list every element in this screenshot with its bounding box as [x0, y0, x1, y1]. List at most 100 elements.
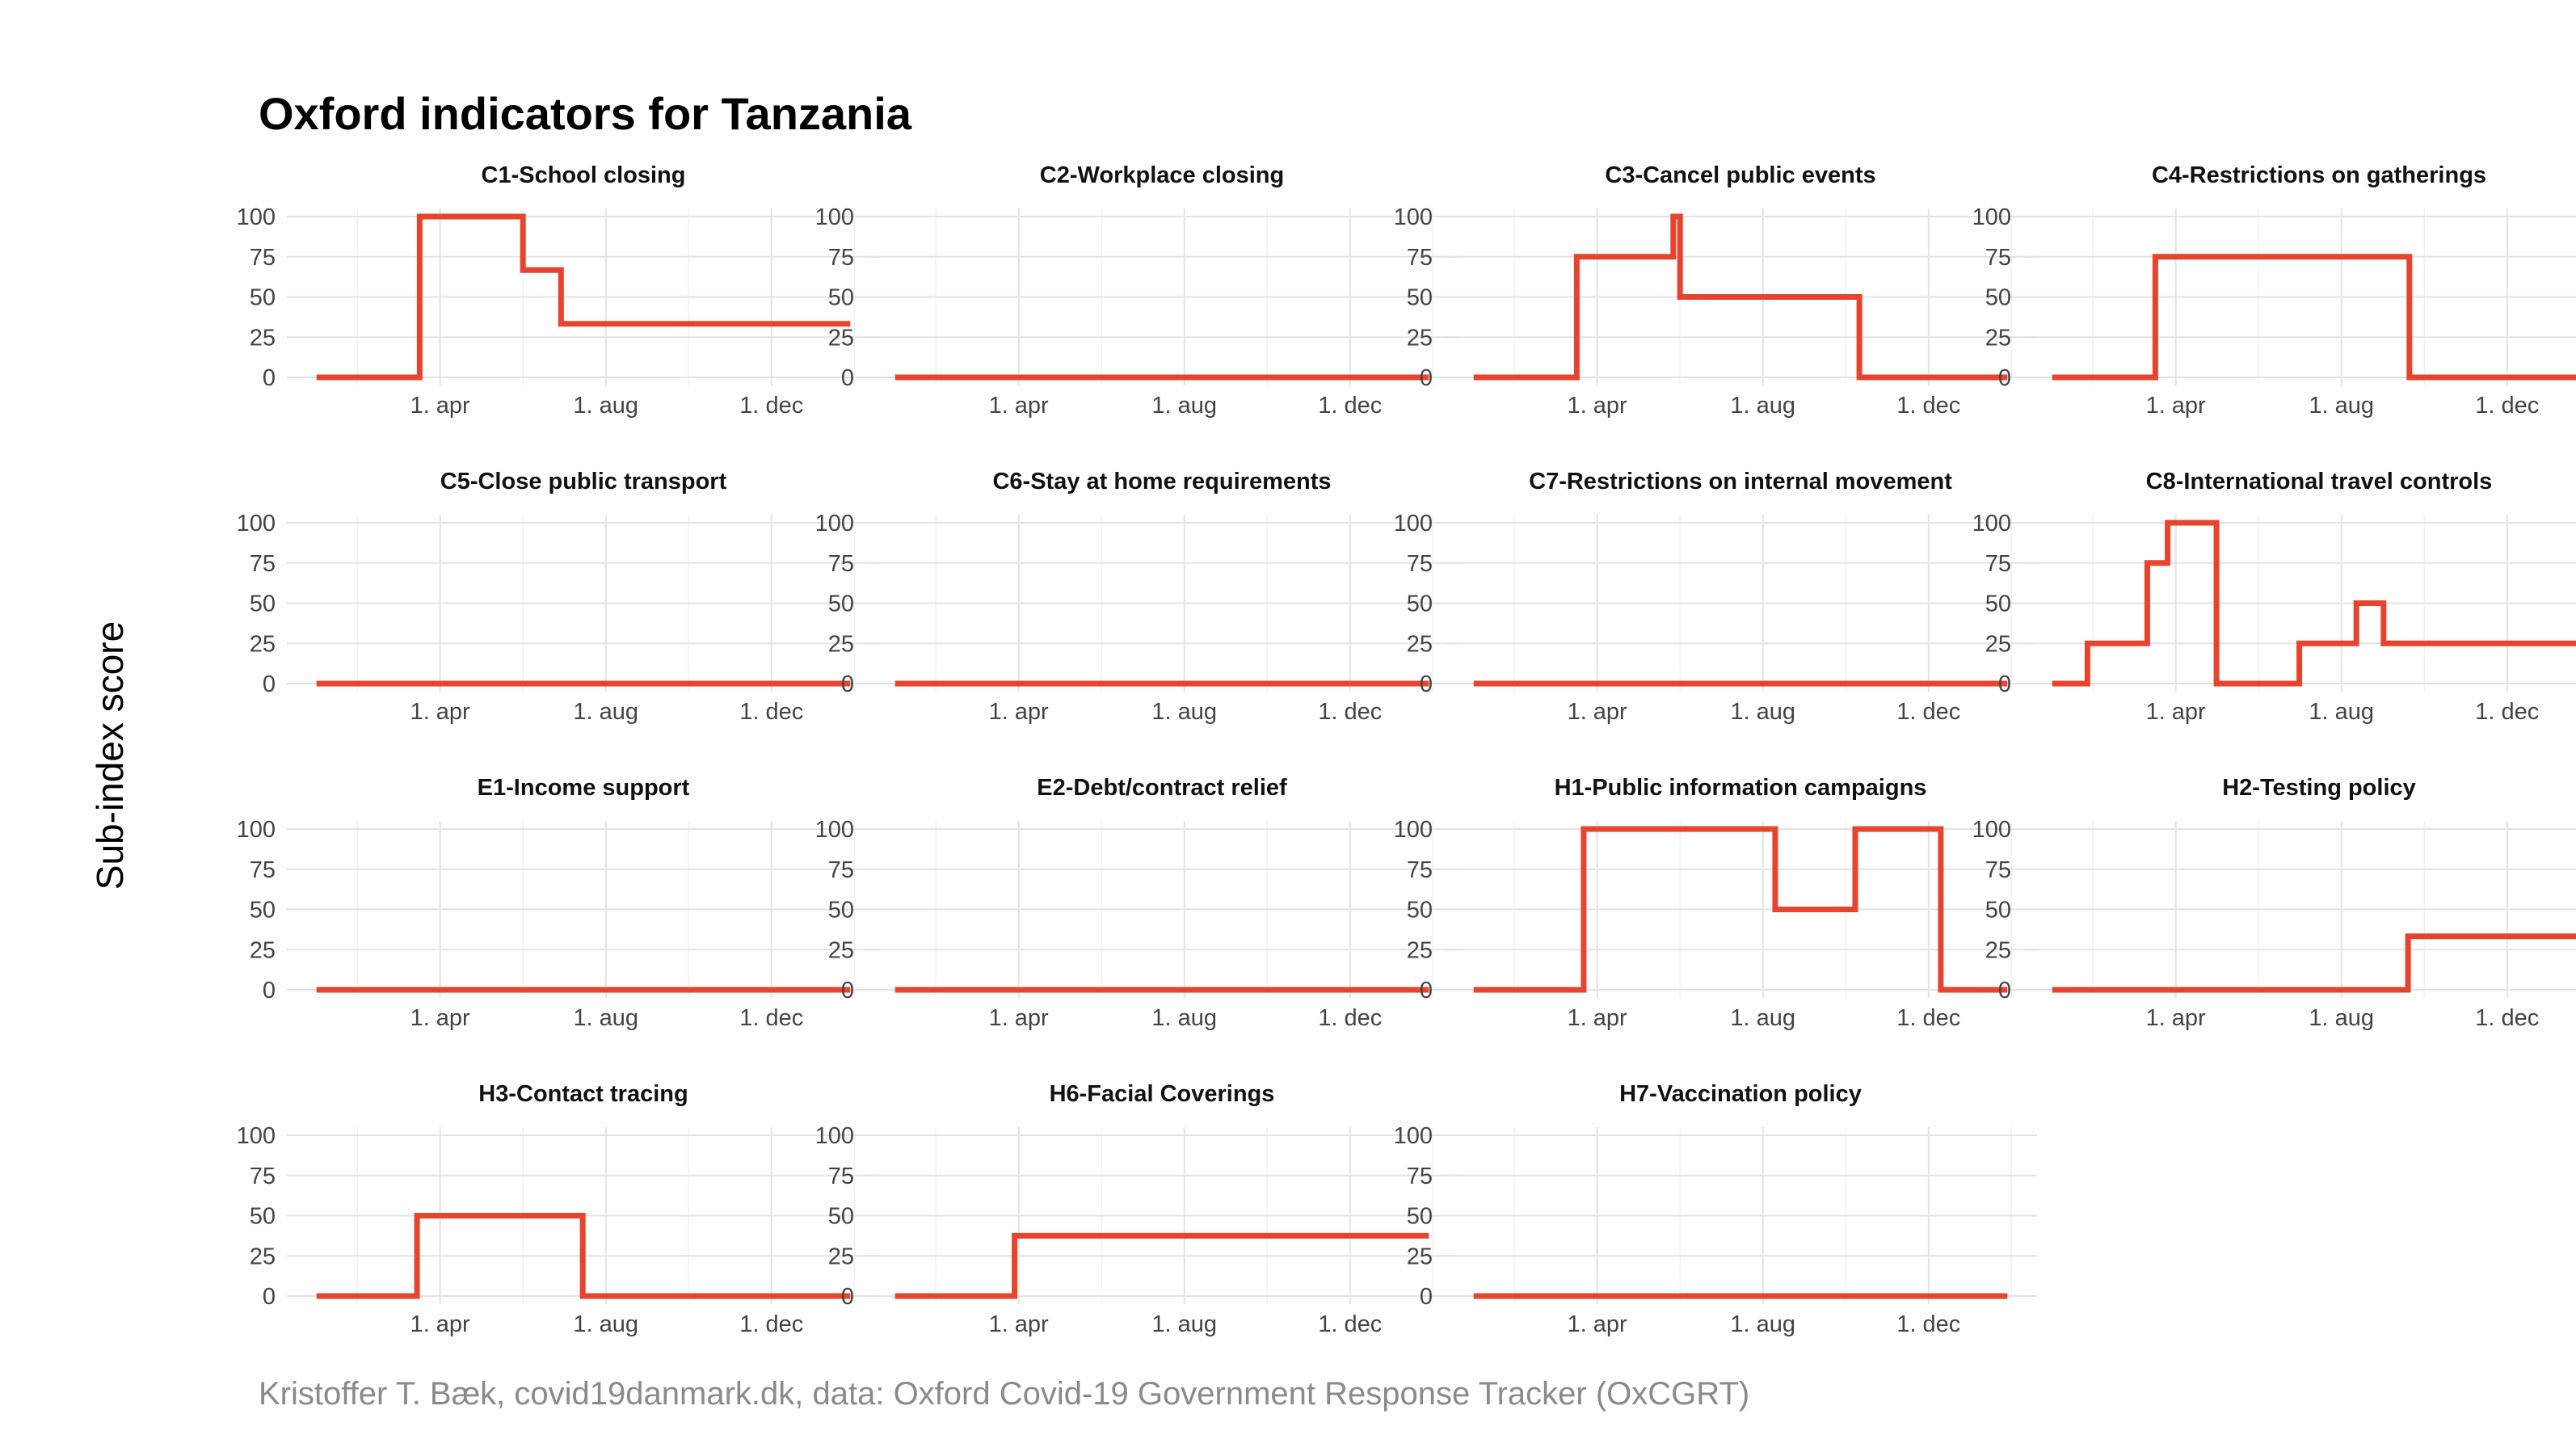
panel: 0 25 50 75 100 1. apr 1. aug 1. dec C7-Restricti… — [1394, 469, 2037, 725]
y-tick-label: 0 — [1998, 671, 2011, 697]
x-tick-label: 1. aug — [2309, 393, 2374, 419]
panel: 0 25 50 75 100 1. apr 1. aug 1. dec C1-School cl… — [237, 162, 880, 419]
x-tick-label: 1. apr — [1568, 1311, 1627, 1337]
y-tick-label: 25 — [1407, 937, 1433, 963]
y-tick-label: 50 — [828, 898, 854, 924]
y-tick-label: 50 — [250, 591, 276, 617]
y-tick-label: 0 — [841, 1284, 854, 1310]
y-tick-label: 50 — [250, 898, 276, 924]
y-tick-label: 0 — [841, 978, 854, 1004]
y-tick-label: 75 — [1407, 1164, 1433, 1189]
x-tick-label: 1. aug — [2309, 1005, 2374, 1031]
y-tick-label: 50 — [1985, 898, 2011, 924]
y-tick-label: 25 — [1985, 325, 2011, 351]
y-tick-label: 0 — [841, 671, 854, 697]
y-tick-label: 100 — [1394, 511, 1433, 537]
y-tick-label: 25 — [828, 1244, 854, 1269]
x-tick-label: 1. apr — [2146, 393, 2206, 419]
y-tick-label: 0 — [1998, 978, 2011, 1004]
panel: 0 25 50 75 100 1. apr 1. aug 1. dec C2-Workplace… — [815, 162, 1458, 419]
x-tick-label: 1. dec — [739, 1311, 803, 1337]
panel-title: C7-Restrictions on internal movement — [1529, 469, 1952, 495]
y-tick-label: 25 — [828, 325, 854, 351]
panel-title: C8-International travel controls — [2146, 469, 2493, 495]
panel: 0 25 50 75 100 1. apr 1. aug 1. dec C8-Internati… — [1972, 469, 2576, 725]
y-tick-label: 75 — [1985, 857, 2011, 883]
y-tick-label: 0 — [841, 365, 854, 391]
panel: 0 25 50 75 100 1. apr 1. aug 1. dec C3-Cancel pu… — [1394, 162, 2037, 419]
series-line — [2052, 933, 2576, 993]
y-axis-label: Sub-index score — [89, 621, 131, 890]
y-tick-label: 100 — [1972, 817, 2011, 843]
y-tick-label: 100 — [237, 1123, 276, 1149]
y-tick-label: 50 — [828, 285, 854, 311]
y-tick-label: 75 — [250, 857, 276, 883]
y-tick-label: 25 — [1985, 631, 2011, 657]
x-tick-label: 1. apr — [410, 699, 470, 725]
y-tick-label: 100 — [237, 817, 276, 843]
y-tick-label: 25 — [250, 325, 276, 351]
y-tick-label: 25 — [250, 631, 276, 657]
y-tick-label: 100 — [815, 204, 854, 230]
y-tick-label: 25 — [1407, 325, 1433, 351]
y-tick-label: 100 — [815, 1123, 854, 1149]
y-tick-label: 75 — [828, 1164, 854, 1189]
y-tick-label: 75 — [250, 1164, 276, 1189]
panel-title: E2-Debt/contract relief — [1037, 775, 1287, 801]
x-tick-label: 1. dec — [739, 699, 803, 725]
series-line — [316, 213, 851, 381]
x-tick-label: 1. dec — [1318, 1311, 1382, 1337]
y-tick-label: 25 — [1407, 631, 1433, 657]
y-tick-label: 50 — [828, 1204, 854, 1230]
panel: 0 25 50 75 100 1. apr 1. aug 1. dec H6-Facial Co… — [815, 1081, 1458, 1337]
panel: 0 25 50 75 100 1. apr 1. aug 1. dec E2-Debt/cont… — [815, 775, 1458, 1031]
panel-title: C1-School closing — [482, 162, 686, 188]
y-tick-label: 0 — [1998, 365, 2011, 391]
y-tick-label: 75 — [1407, 551, 1433, 577]
y-tick-label: 25 — [828, 937, 854, 963]
panel-title: C4-Restrictions on gatherings — [2152, 162, 2486, 188]
y-tick-label: 25 — [1407, 1244, 1433, 1269]
y-tick-label: 0 — [1420, 671, 1433, 697]
series-line — [894, 1232, 1429, 1299]
x-tick-label: 1. aug — [1730, 393, 1795, 419]
y-tick-label: 100 — [1394, 817, 1433, 843]
x-tick-label: 1. apr — [989, 1311, 1049, 1337]
series-line — [1473, 213, 2008, 381]
panel: 0 25 50 75 100 1. apr 1. aug 1. dec E1-Income su… — [237, 775, 880, 1031]
panel-title: C3-Cancel public events — [1605, 162, 1875, 188]
x-tick-label: 1. apr — [1568, 699, 1627, 725]
y-tick-label: 50 — [1407, 898, 1433, 924]
y-tick-label: 75 — [250, 551, 276, 577]
x-tick-label: 1. aug — [573, 1311, 638, 1337]
x-tick-label: 1. aug — [1730, 1005, 1795, 1031]
x-tick-label: 1. dec — [1318, 1005, 1382, 1031]
x-tick-label: 1. aug — [1151, 1005, 1217, 1031]
y-tick-label: 25 — [828, 631, 854, 657]
x-tick-label: 1. apr — [410, 1005, 470, 1031]
y-tick-label: 50 — [1407, 1204, 1433, 1230]
y-tick-label: 0 — [263, 978, 276, 1004]
y-tick-label: 0 — [1420, 365, 1433, 391]
y-tick-label: 0 — [1420, 1284, 1433, 1310]
x-tick-label: 1. apr — [2146, 699, 2206, 725]
x-tick-label: 1. apr — [410, 1311, 470, 1337]
y-tick-label: 100 — [815, 817, 854, 843]
y-tick-label: 100 — [815, 511, 854, 537]
panel-title: H3-Contact tracing — [478, 1081, 688, 1107]
x-tick-label: 1. aug — [1730, 1311, 1795, 1337]
y-tick-label: 100 — [1394, 204, 1433, 230]
x-tick-label: 1. dec — [1896, 393, 1960, 419]
y-tick-label: 50 — [250, 1204, 276, 1230]
y-tick-label: 50 — [1985, 591, 2011, 617]
y-tick-label: 75 — [1985, 551, 2011, 577]
y-tick-label: 100 — [1972, 204, 2011, 230]
panel: 0 25 50 75 100 1. apr 1. aug 1. dec C5-Close pub… — [237, 469, 880, 725]
y-tick-label: 100 — [237, 204, 276, 230]
panel: 0 25 50 75 100 1. apr 1. aug 1. dec H7-Vaccinati… — [1394, 1081, 2037, 1337]
y-tick-label: 75 — [1985, 245, 2011, 271]
y-tick-label: 50 — [1407, 591, 1433, 617]
y-tick-label: 75 — [1407, 245, 1433, 271]
y-tick-label: 75 — [828, 245, 854, 271]
